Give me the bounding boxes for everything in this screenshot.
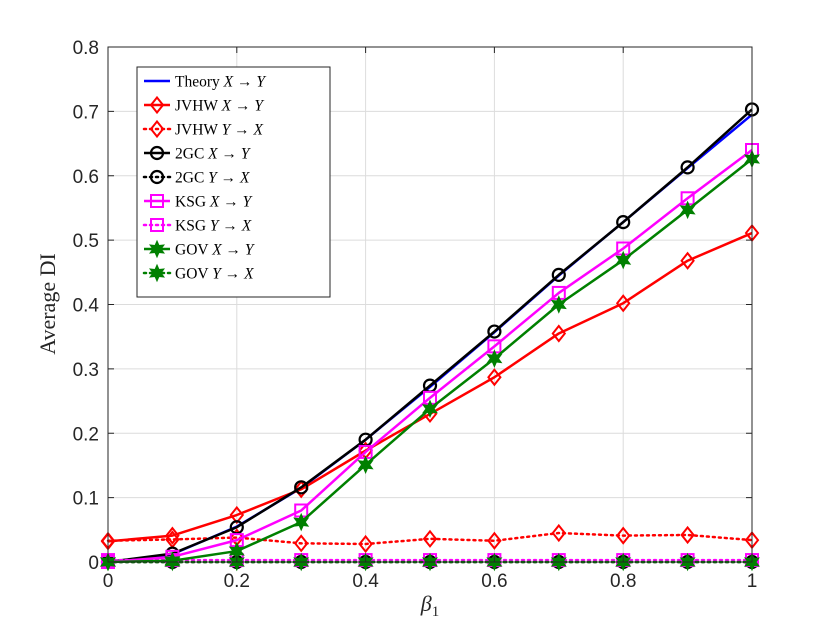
series-3-point-9: [680, 160, 695, 175]
legend-label-6: KSG Y → X: [175, 218, 252, 235]
series-3-point-6: [487, 324, 502, 339]
series-1-point-9: [680, 251, 695, 270]
series-7-point-9: [679, 200, 696, 220]
legend-item-2: JVHW Y → X: [142, 119, 264, 139]
y-tick-label-3: 0.3: [73, 360, 99, 381]
legend-item-7: GOV X → Y: [144, 239, 255, 259]
legend-label-1: JVHW X → Y: [175, 98, 264, 115]
series-3-point-3: [294, 480, 309, 495]
series-2-point-9: [680, 525, 695, 545]
series-1-point-6: [487, 368, 502, 387]
series-1-point-1: [165, 526, 180, 545]
series-7-point-3: [293, 512, 310, 532]
x-tick-label-4: 0.8: [610, 571, 636, 592]
y-tick-label-8: 0.8: [73, 38, 99, 59]
series-7-point-4: [357, 455, 374, 475]
series-1-point-3: [293, 480, 309, 499]
series-line-5: [107, 148, 753, 564]
legend-label-5: KSG X → Y: [175, 194, 253, 211]
series-7-point-6: [486, 349, 503, 368]
series-3-point-7: [551, 267, 566, 282]
series-7-point-7: [550, 295, 567, 314]
legend-marker-6: [150, 218, 164, 232]
series-2-point-4: [358, 534, 373, 554]
legend-label-0: Theory X → Y: [175, 74, 266, 91]
x-tick-label-2: 0.4: [352, 571, 379, 592]
series-7-point-8: [615, 250, 632, 270]
series-2-point-3: [293, 534, 309, 553]
x-tick-label-5: 1: [747, 571, 758, 592]
series-1-point-7: [551, 324, 567, 343]
legend-item-3: 2GC X → Y: [144, 146, 251, 163]
legend-marker-4: [149, 169, 165, 185]
legend-item-0: Theory X → Y: [144, 74, 266, 91]
series-line-2: [106, 531, 754, 546]
y-tick-label-6: 0.6: [73, 167, 99, 188]
x-axis-label-sub: 1: [432, 604, 440, 620]
legend-marker-8: [148, 263, 166, 283]
series-3-point-8: [616, 215, 631, 230]
series-7-point-5: [421, 399, 439, 419]
legend-item-5: KSG X → Y: [144, 194, 253, 211]
y-tick-label-5: 0.5: [73, 231, 99, 252]
x-axis-label: β1: [420, 591, 439, 620]
series-2-point-5: [422, 529, 438, 548]
series-2-point-6: [487, 531, 502, 550]
legend-marker-1: [149, 95, 165, 115]
y-tick-label-7: 0.7: [73, 102, 99, 123]
series-2-point-7: [551, 523, 567, 543]
x-axis-label-base: β: [420, 591, 432, 616]
legend-marker-5: [150, 194, 164, 208]
y-tick-label-1: 0.1: [73, 489, 99, 510]
legend-item-1: JVHW X → Y: [144, 95, 264, 115]
legend: Theory X → Y JVHW X → Y JVHW Y → X 2GC X → …: [136, 66, 331, 298]
legend-label-7: GOV X → Y: [175, 242, 255, 259]
y-tick-label-2: 0.2: [73, 424, 99, 445]
legend-marker-3: [149, 145, 165, 161]
x-tick-label-0: 0: [103, 571, 114, 592]
legend-label-2: JVHW Y → X: [175, 122, 264, 139]
y-axis-label: Average DI: [35, 253, 60, 355]
series-1-point-2: [229, 505, 245, 525]
legend-label-4: 2GC Y → X: [175, 170, 250, 187]
x-tick-label-3: 0.6: [481, 571, 507, 592]
legend-label-8: GOV Y → X: [175, 266, 254, 283]
legend-marker-2: [149, 119, 165, 139]
series-2: [100, 523, 760, 554]
legend-label-3: 2GC X → Y: [175, 146, 251, 163]
series-2-point-8: [615, 526, 631, 545]
series-line-3: [107, 108, 753, 564]
series-1-point-8: [615, 294, 631, 313]
legend-marker-7: [148, 239, 166, 259]
x-tick-label-1: 0.2: [224, 571, 250, 592]
y-tick-label-0: 0: [88, 553, 99, 574]
legend-item-6: KSG Y → X: [142, 218, 252, 235]
legend-item-8: GOV Y → X: [142, 263, 254, 283]
ticks: 0 0.2 0.4 0.6 0.8 1 0 0.1 0.2 0.3 0.4 0.5 0.6 0.7 0.8: [73, 38, 758, 592]
legend-item-4: 2GC Y → X: [142, 169, 250, 187]
y-tick-label-4: 0.4: [73, 296, 100, 317]
